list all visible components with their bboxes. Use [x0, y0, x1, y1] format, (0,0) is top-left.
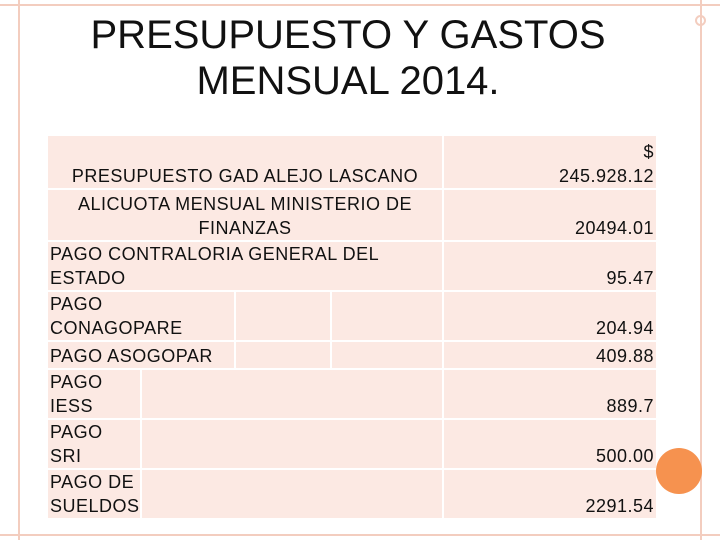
frame-line-left	[18, 0, 20, 540]
row-value: 500.00	[442, 418, 659, 470]
row-label: PAGO DE SUELDOS	[46, 468, 142, 520]
row-label-line2: ESTADO	[50, 268, 126, 288]
table-row: PAGO CONAGOPARE 204.94	[46, 290, 659, 342]
empty-cell	[329, 340, 445, 370]
row-value: 2291.54	[442, 468, 659, 520]
row-label-line1: PAGO CONTRALORIA GENERAL DEL	[50, 244, 380, 264]
row-label: PAGO ASOGOPAR	[46, 340, 236, 370]
frame-line-bottom	[0, 534, 720, 536]
row-label: PRESUPUESTO GAD ALEJO LASCANO	[45, 134, 445, 190]
table-row: PAGO CONTRALORIA GENERAL DEL ESTADO 95.47	[45, 240, 659, 292]
row-label: PAGO CONTRALORIA GENERAL DEL ESTADO	[45, 240, 445, 292]
row-value-line1: $	[643, 142, 655, 162]
table-row: PAGO DE SUELDOS 2291.54	[46, 468, 659, 520]
row-value: $245.928.12	[442, 134, 659, 190]
empty-cell	[139, 468, 445, 520]
row-value: 95.47	[442, 240, 659, 292]
row-label: ALICUOTA MENSUAL MINISTERIO DE FINANZAS	[45, 188, 445, 242]
table-row: PAGO ASOGOPAR 409.88	[46, 340, 659, 370]
slide-title-line2: MENSUAL 2014.	[196, 59, 500, 103]
row-label-line2: CONAGOPARE	[50, 318, 183, 338]
row-label-line1: PAGO DE	[50, 472, 135, 492]
frame-line-right	[700, 0, 702, 540]
empty-cell	[234, 290, 332, 342]
row-label-line1: PAGO	[50, 372, 103, 392]
table-row: PAGO IESS 889.7	[46, 368, 659, 420]
row-value: 20494.01	[442, 188, 659, 242]
table-row: ALICUOTA MENSUAL MINISTERIO DE FINANZAS 2…	[45, 188, 659, 242]
row-label-line1: ALICUOTA MENSUAL MINISTERIO DE	[77, 194, 413, 214]
table-row: PRESUPUESTO GAD ALEJO LASCANO $245.928.1…	[45, 134, 659, 190]
slide-title-line1: PRESUPUESTO Y GASTOS	[90, 13, 606, 57]
table-row: PAGO SRI 500.00	[46, 418, 659, 470]
slide-title: PRESUPUESTO Y GASTOS MENSUAL 2014.	[48, 12, 648, 104]
row-value: 204.94	[442, 290, 659, 342]
row-label-line2: FINANZAS	[198, 218, 292, 238]
empty-cell	[329, 290, 445, 342]
row-label-line2: IESS	[50, 396, 94, 416]
row-label-line1: PAGO	[50, 422, 103, 442]
empty-cell	[234, 340, 332, 370]
row-label-line1: PAGO	[50, 294, 103, 314]
row-value: 889.7	[442, 368, 659, 420]
decor-ring	[695, 15, 706, 26]
budget-table: PRESUPUESTO GAD ALEJO LASCANO $245.928.1…	[45, 134, 659, 520]
row-label: PAGO IESS	[46, 368, 142, 420]
empty-cell	[139, 368, 445, 420]
row-label-line2: SRI	[50, 446, 82, 466]
row-label: PAGO CONAGOPARE	[46, 290, 236, 342]
row-value: 409.88	[442, 340, 659, 370]
frame-line-top	[0, 4, 720, 6]
row-value-line2: 245.928.12	[558, 166, 655, 186]
row-label: PAGO SRI	[46, 418, 142, 470]
row-label-line2: SUELDOS	[50, 496, 140, 516]
accent-circle	[656, 448, 702, 494]
empty-cell	[139, 418, 445, 470]
